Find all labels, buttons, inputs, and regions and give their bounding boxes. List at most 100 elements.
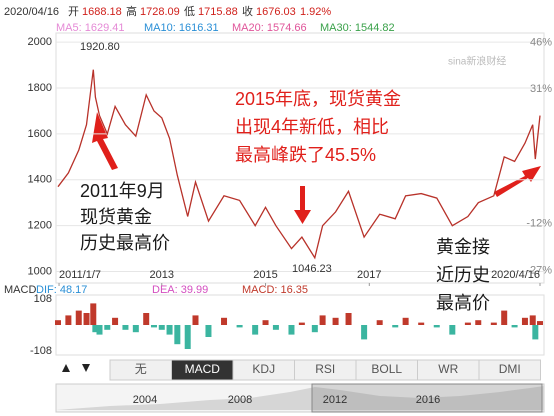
macd-bar [376,320,383,325]
navigator-label: 2004 [133,394,157,406]
y-tick-label: 1600 [28,128,52,140]
macd-bar [90,303,97,325]
annotation: 1920.80 [80,41,120,53]
header-item: 收 [242,4,253,18]
annotation: 1046.23 [292,263,332,275]
callout: 现货黄金 [80,207,152,227]
watermark: sina新浪财经 [448,55,506,68]
arrow [494,166,541,197]
scroll-up[interactable] [62,364,70,372]
macd-bar [272,325,279,330]
macd-bar [92,325,99,333]
tab[interactable] [478,359,541,381]
macd-bar [288,325,295,335]
macd-bar [529,315,536,325]
tab-label[interactable]: DMI [499,362,521,376]
header-item: 1.92% [300,6,331,18]
macd-bar [143,313,150,325]
header-item: 1676.03 [256,6,296,18]
macd-bar [490,322,497,325]
macd-bar [521,317,528,325]
x-tick-label: 2017 [357,269,381,281]
macd-bar [252,325,259,335]
x-tick-label: 2015 [253,269,277,281]
macd-bar [83,313,90,325]
macd-bar [158,325,165,330]
tab-label[interactable]: MACD [185,362,221,376]
macd-title: MACD [4,284,36,296]
callout: 最高峰跌了45.5% [235,145,376,165]
macd-bar [132,325,139,333]
tab-label[interactable]: 无 [135,362,147,376]
tab-label[interactable]: RSI [315,362,335,376]
callout: 黄金接 [436,237,490,257]
ma-legend: MA5: 1629.41 [56,22,125,34]
x-tick-label: 2011/1/7 [59,269,101,281]
tab-label[interactable]: WR [438,362,458,376]
macd-bar [332,317,339,325]
y-tick-label: 1400 [28,174,52,186]
ma-legend: MA10: 1616.31 [144,22,219,34]
ma-legend: MA30: 1544.82 [320,22,395,34]
macd-bar [298,322,305,325]
macd-bar [262,320,269,325]
macd-tick-label: 108 [34,293,52,305]
tab-label[interactable]: KDJ [252,362,275,376]
macd-bar [55,320,61,325]
header-item: 1688.18 [82,6,122,18]
macd-legend: DIF: 48.17 [36,284,87,296]
navigator-label: 2016 [416,394,440,406]
macd-bar [501,310,508,325]
macd-bar [418,322,425,325]
macd-bar [174,325,181,345]
macd-bar [150,325,157,328]
macd-bar [65,315,72,325]
macd-bar [511,325,518,328]
macd-bar [475,320,482,325]
tab-label[interactable]: BOLL [371,362,402,376]
navigator-window[interactable] [311,383,543,413]
macd-legend: MACD: 16.35 [242,284,308,296]
callout: 2011年9月 [80,181,165,201]
header-item: 高 [126,4,137,18]
macd-bar [122,325,129,330]
x-tick-label: 2020/4/16 [491,269,540,281]
callout: 近历史 [436,265,490,285]
y-tick-label: 1200 [28,220,52,232]
price-panel [55,32,545,284]
callout: 2015年底，现货黄金 [235,89,401,109]
scroll-down[interactable] [82,364,90,372]
macd-bar [112,317,119,325]
macd-bar [345,313,352,325]
ma-legend: MA20: 1574.66 [232,22,307,34]
price-line [57,69,541,260]
macd-bar [104,325,111,330]
macd-bar [433,325,440,328]
macd-bar [464,322,471,325]
macd-bar [402,317,409,325]
navigator-label: 2012 [323,394,347,406]
y2-tick-label: -27% [526,264,552,276]
navigator-area [56,386,544,410]
header-item: 1728.09 [140,6,180,18]
header-item: 1715.88 [198,6,238,18]
header-date: 2020/04/16 [4,6,59,18]
callout: 最高价 [436,293,490,313]
arrow [92,112,118,170]
macd-bar [221,317,228,325]
x-tick-label: 2013 [150,269,174,281]
y-tick-label: 1800 [28,82,52,94]
macd-legend: DEA: 39.99 [152,284,208,296]
macd-bar [75,310,82,325]
macd-tick-label: -108 [30,345,52,357]
y2-tick-label: 46% [530,36,552,48]
y-tick-label: 2000 [28,36,52,48]
macd-bar [96,325,103,335]
macd-bar [532,325,539,340]
macd-bar [361,325,368,340]
macd-bar [184,325,191,349]
callout: 历史最高价 [80,233,170,253]
arrow [294,186,311,224]
